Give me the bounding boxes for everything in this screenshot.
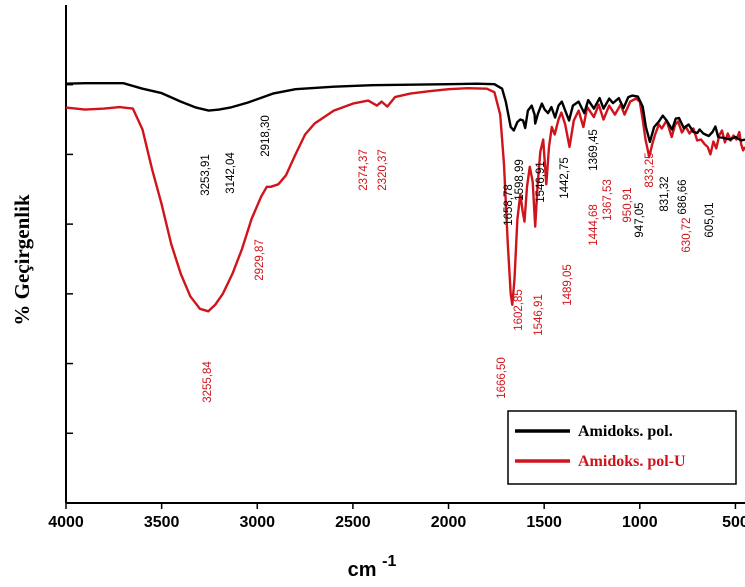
peak-label: 3255,84 [202,361,214,403]
peak-label: 1444,68 [588,204,600,246]
peak-label: 1602,85 [513,289,525,331]
peak-label: 831,32 [659,176,671,211]
x-tick-label: 2000 [431,514,467,531]
peak-label: 1546,91 [533,294,545,336]
peak-label: 947,05 [634,202,646,237]
x-tick-label: 2500 [335,514,371,531]
peak-label: 1546,91 [535,161,547,203]
series-line-amidoks-pol- [65,82,745,144]
peak-label: 1489,05 [562,264,574,306]
legend: Amidoks. pol. Amidoks. pol-U [507,410,737,485]
peak-label: 1598,99 [514,159,526,201]
x-tick-label: 500 [722,514,745,531]
series-line-amidoks-pol-u [65,87,745,313]
x-ticks: 4000 3500 3000 2500 2000 1500 1000 500 [48,503,745,531]
peak-label: 3142,04 [225,152,237,194]
peak-label: 1442,75 [559,157,571,199]
peak-label: 2320,37 [377,149,389,191]
peak-label: 3253,91 [200,154,212,196]
peak-label: 2374,37 [358,149,370,191]
peak-label: 630,72 [681,217,693,252]
y-axis-title: % Geçirgenlik [10,194,34,326]
peak-label: 1369,45 [588,129,600,171]
x-axis-unit: cm [348,559,377,581]
peak-label: 605,01 [704,202,716,237]
y-ticks [66,83,73,435]
legend-label-amidoks-pol: Amidoks. pol. [578,423,673,440]
peak-label: 1367,53 [602,179,614,221]
x-tick-label: 1000 [622,514,658,531]
series-layer [65,82,745,313]
x-tick-label: 3000 [239,514,275,531]
peak-label: 2929,87 [254,239,266,281]
axes [65,5,745,504]
x-tick-label: 1500 [526,514,562,531]
peak-label: 1666,50 [496,357,508,399]
peak-label: 2918,30 [260,115,272,157]
x-axis-unit-exponent: -1 [382,553,396,570]
legend-box [507,410,737,485]
peak-label: 686,66 [677,179,689,214]
x-axis-title: cm -1 [348,553,397,581]
x-tick-label: 3500 [144,514,180,531]
peak-label: 950,91 [622,187,634,222]
legend-label-amidoks-pol-u: Amidoks. pol-U [578,453,686,470]
x-tick-label: 4000 [48,514,84,531]
peak-label: 833,25 [644,152,656,187]
peak-label: 1658,78 [503,184,515,226]
